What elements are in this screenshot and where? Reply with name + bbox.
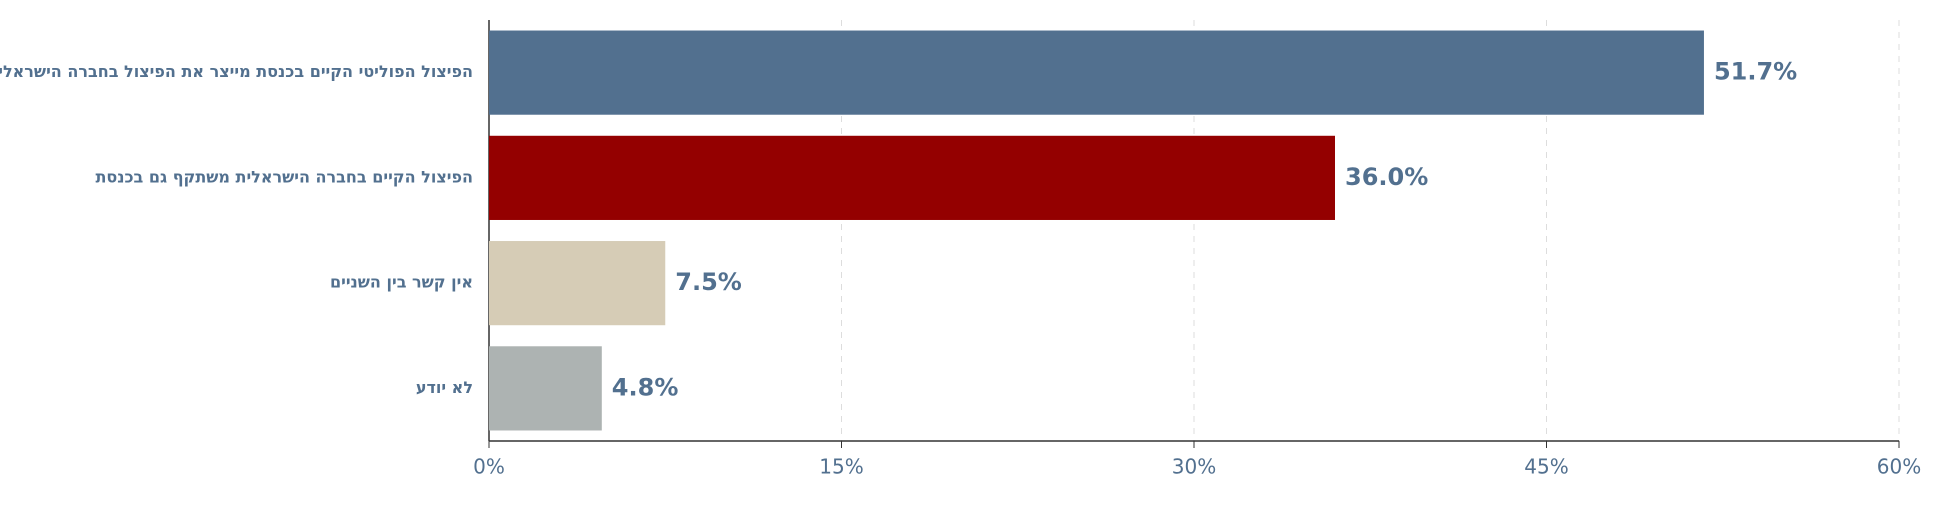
- x-tick-label: 0%: [473, 455, 505, 479]
- category-label: הפיצול הפוליטי הקיים בכנסת מייצר את הפיצ…: [0, 62, 473, 81]
- category-label: לא יודע: [416, 378, 473, 397]
- x-tick-label: 30%: [1172, 455, 1216, 479]
- category-label: אין קשר בין השניים: [330, 273, 473, 292]
- bar: [489, 346, 602, 431]
- x-tick-label: 60%: [1877, 455, 1921, 479]
- bar: [489, 135, 1335, 220]
- x-tick-label: 45%: [1524, 455, 1568, 479]
- bar: [489, 30, 1704, 115]
- value-label: 4.8%: [612, 373, 679, 401]
- x-tick-label: 15%: [819, 455, 863, 479]
- category-label: הפיצול הקיים בחברה הישראלית משתקף גם בכנ…: [95, 167, 473, 186]
- value-label: 7.5%: [675, 268, 742, 296]
- value-label: 51.7%: [1714, 58, 1797, 86]
- value-label: 36.0%: [1345, 163, 1428, 191]
- bar: [489, 241, 666, 326]
